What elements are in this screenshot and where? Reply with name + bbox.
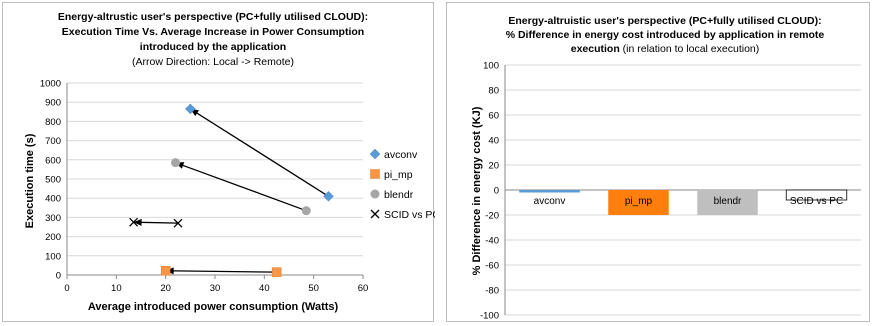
y-tick-label: 1000 xyxy=(40,79,61,90)
y-tick-label: -80 xyxy=(485,286,499,297)
category-label: blendr xyxy=(714,196,742,207)
point-scid-vs-pc xyxy=(129,217,139,227)
y-tick-label: 100 xyxy=(45,251,61,262)
chart-title-line-3: introduced by the application xyxy=(140,41,286,53)
arrow-line xyxy=(175,162,307,212)
y-tick-label: 60 xyxy=(488,111,499,122)
x-tick-label: 40 xyxy=(259,283,270,294)
chart-title-line-3-bold: execution xyxy=(571,43,620,55)
chart-subtitle: (Arrow Direction: Local -> Remote) xyxy=(132,56,294,68)
arrow-head xyxy=(133,218,142,226)
y-tick-label: 80 xyxy=(488,86,499,97)
y-axis-title: Execution time (s) xyxy=(24,133,36,228)
point-scid-vs-pc xyxy=(173,218,183,228)
bar-chart: Energy-altruistic user's perspective (PC… xyxy=(471,15,861,322)
chart-title-line-3: execution (in relation to local executio… xyxy=(571,43,760,55)
scatter-chart-panel: Energy-altrustic user's perspective (PC+… xyxy=(2,2,435,322)
y-tick-label: -40 xyxy=(485,236,499,247)
legend-label: pi_mp xyxy=(384,169,413,181)
x-tick-label: 20 xyxy=(160,283,171,294)
scatter-chart: Energy-altrustic user's perspective (PC+… xyxy=(24,11,435,313)
chart-title-line-1: Energy-altrustic user's perspective (PC+… xyxy=(58,11,368,23)
y-tick-label: 600 xyxy=(45,155,61,166)
x-tick-label: 0 xyxy=(64,283,69,294)
chart-title-line-1: Energy-altruistic user's perspective (PC… xyxy=(508,15,821,27)
y-axis-title: % Difference in energy cost (KJ) xyxy=(471,106,483,275)
y-tick-label: 100 xyxy=(483,61,499,72)
y-tick-label: 20 xyxy=(488,161,499,172)
arrow-line xyxy=(189,108,329,197)
x-tick-label: 50 xyxy=(308,283,319,294)
bar-blendr xyxy=(697,190,758,215)
y-tick-label: 200 xyxy=(45,232,61,243)
point-blendr xyxy=(171,158,181,168)
chart-title-line-2: Execution Time Vs. Average Increase in P… xyxy=(62,26,364,38)
x-tick-label: 30 xyxy=(210,283,221,294)
point-pi_mp xyxy=(160,266,171,276)
legend-marker xyxy=(369,148,381,160)
y-tick-label: 40 xyxy=(488,136,499,147)
y-tick-label: -100 xyxy=(480,311,499,322)
legend-label: avconv xyxy=(384,149,418,161)
legend-marker xyxy=(370,189,380,199)
y-tick-label: 400 xyxy=(45,194,61,205)
bar-avconv xyxy=(519,190,580,193)
y-tick-label: 500 xyxy=(45,175,61,186)
y-tick-label: 700 xyxy=(45,136,61,147)
bar-scid-vs-pc xyxy=(785,189,848,201)
arrow-line xyxy=(165,270,277,273)
bar-pi_mp xyxy=(608,190,669,215)
point-pi_mp xyxy=(271,267,282,277)
point-avconv xyxy=(184,103,196,115)
x-tick-label: 60 xyxy=(358,283,369,294)
legend-label: blendr xyxy=(384,189,414,201)
legend-label: SCID vs PC xyxy=(384,209,435,221)
y-tick-label: 0 xyxy=(494,186,499,197)
y-tick-label: 0 xyxy=(56,271,61,282)
category-label: avconv xyxy=(534,196,566,207)
legend-marker xyxy=(370,169,380,179)
legend-marker xyxy=(370,209,380,219)
chart-title-line-2: % Difference in energy cost introduced b… xyxy=(506,29,825,41)
point-blendr xyxy=(301,206,311,216)
x-axis-title: Average introduced power consumption (Wa… xyxy=(88,301,339,313)
y-tick-label: -60 xyxy=(485,261,499,272)
point-avconv xyxy=(323,190,334,202)
y-tick-label: 900 xyxy=(45,98,61,109)
chart-title-line-3-normal: (in relation to local execution) xyxy=(620,43,760,55)
y-tick-label: -20 xyxy=(485,211,499,222)
y-tick-label: 800 xyxy=(45,117,61,128)
category-label: pi_mp xyxy=(625,196,653,207)
x-tick-label: 10 xyxy=(111,283,122,294)
y-tick-label: 300 xyxy=(45,213,61,224)
bar-chart-panel: Energy-altruistic user's perspective (PC… xyxy=(446,2,870,322)
category-label: SCID vs PC xyxy=(790,196,843,207)
